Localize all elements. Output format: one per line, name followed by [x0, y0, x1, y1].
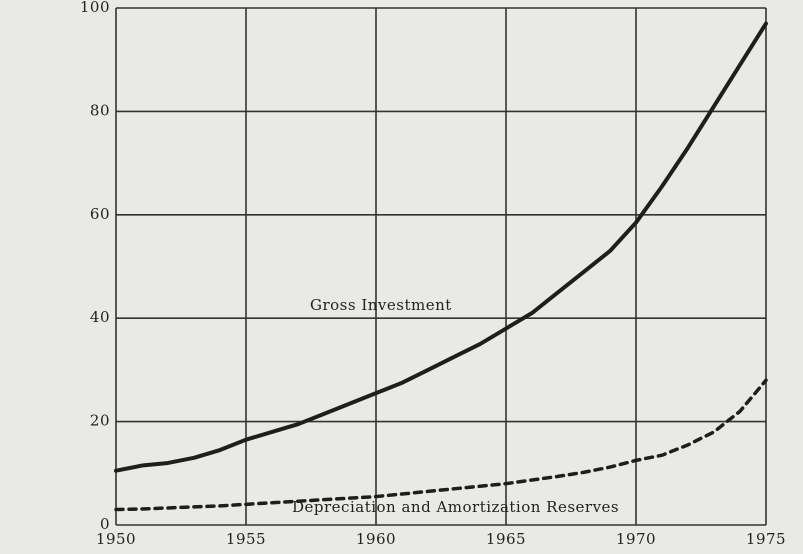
- y-tick-label: 80: [90, 101, 110, 119]
- data-line: [114, 21, 768, 473]
- y-tick-label: 100: [80, 0, 110, 16]
- series-label: Depreciation and Amortization Reserves: [292, 498, 619, 516]
- y-tick-label: 40: [90, 308, 110, 326]
- x-tick-label: 1950: [96, 530, 136, 548]
- x-tick-label: 1960: [356, 530, 396, 548]
- y-tick-label: 20: [90, 412, 110, 430]
- data-line: [114, 378, 768, 512]
- x-tick-label: 1975: [746, 530, 786, 548]
- y-tick-label: 0: [100, 515, 110, 533]
- x-tick-label: 1965: [486, 530, 526, 548]
- x-tick-label: 1955: [226, 530, 266, 548]
- x-tick-label: 1970: [616, 530, 656, 548]
- series-label: Gross Investment: [310, 296, 452, 314]
- y-tick-label: 60: [90, 205, 110, 223]
